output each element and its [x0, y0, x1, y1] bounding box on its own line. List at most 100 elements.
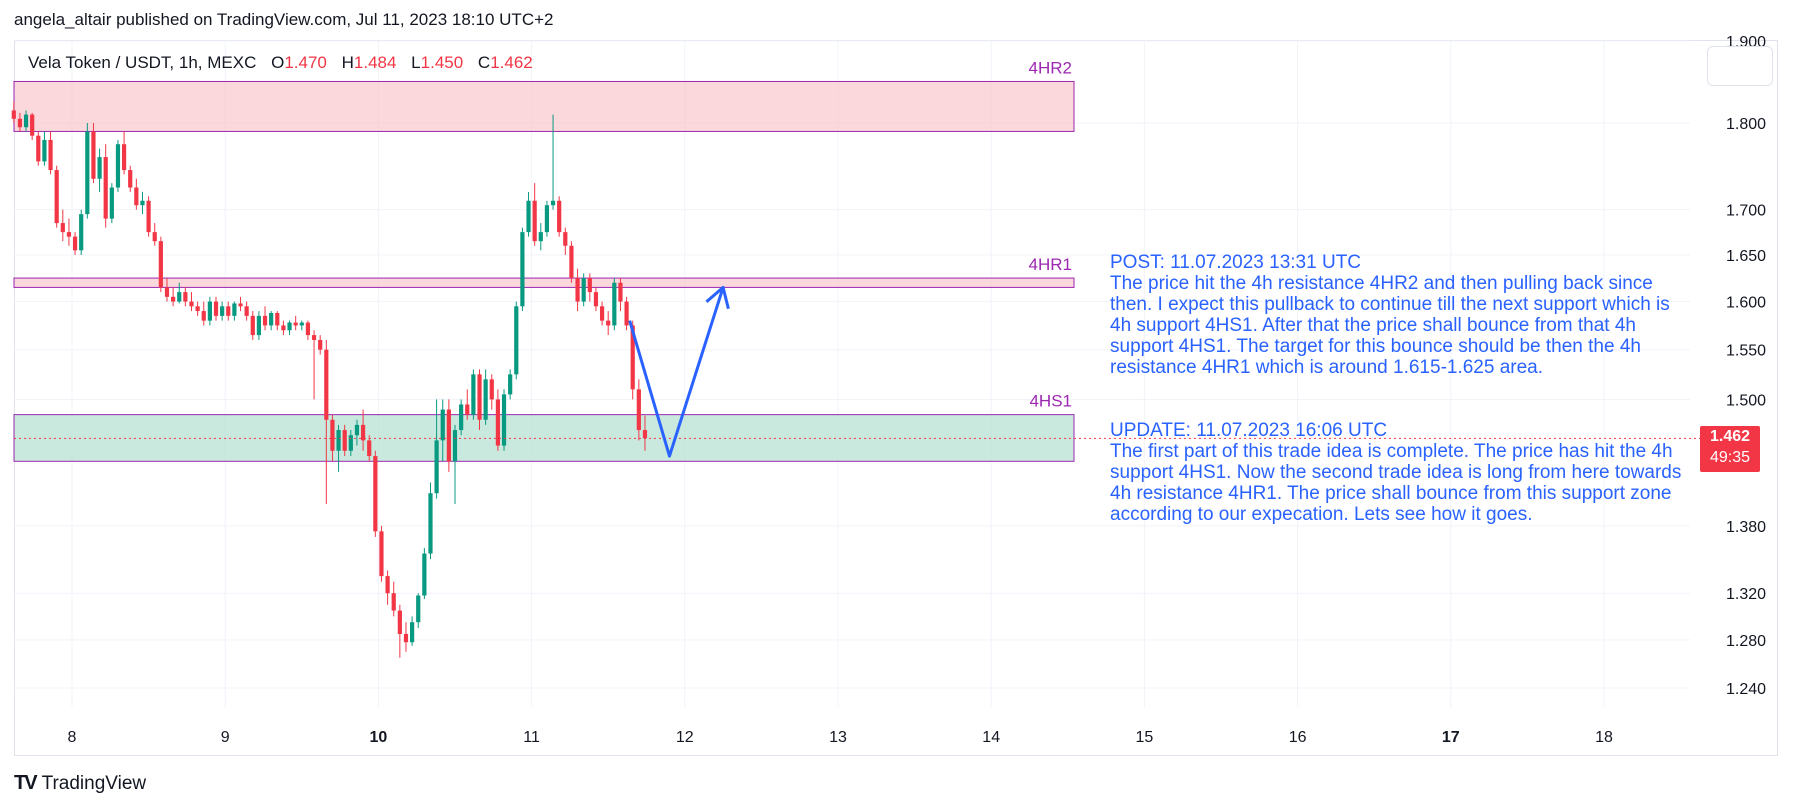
chart-corner-button[interactable] — [1707, 46, 1773, 86]
candle-up — [508, 374, 513, 395]
candle-down — [128, 170, 133, 188]
y-tick-label: 1.380 — [1726, 519, 1766, 536]
candle-down — [489, 379, 494, 400]
close-value: 1.462 — [490, 53, 533, 72]
candle-down — [103, 157, 108, 219]
update-body: The first part of this trade idea is com… — [1110, 441, 1682, 525]
candle-up — [287, 322, 292, 331]
x-tick-label: 14 — [982, 729, 1000, 746]
candle-down — [146, 200, 151, 233]
high-value: 1.484 — [353, 53, 397, 72]
candle-down — [532, 200, 537, 242]
candle-down — [642, 430, 648, 439]
candle-down — [477, 374, 482, 420]
candle-up — [299, 322, 304, 326]
candle-up — [452, 430, 458, 462]
candle-up — [140, 200, 145, 206]
candle-up — [422, 553, 427, 596]
candle-up — [348, 435, 353, 451]
candle-up — [544, 205, 550, 233]
candle-down — [164, 287, 170, 297]
candle-up — [97, 157, 102, 179]
candle-down — [250, 315, 255, 336]
publisher-line: angela_altair published on TradingView.c… — [14, 10, 554, 29]
candle-up — [256, 315, 262, 336]
x-tick-label: 17 — [1442, 729, 1460, 746]
chart-pane[interactable] — [14, 40, 1778, 756]
post-heading: POST: 11.07.2023 13:31 UTC — [1110, 252, 1362, 273]
candle-down — [557, 200, 562, 233]
candle-down — [226, 306, 231, 316]
candle-down — [446, 409, 451, 462]
candle-up — [269, 312, 274, 326]
tv-logo-icon: TV — [14, 772, 38, 794]
candle-down — [281, 325, 286, 331]
candle-down — [11, 110, 16, 119]
candle-down — [152, 232, 157, 242]
open-value: 1.470 — [284, 53, 327, 72]
candle-up — [109, 187, 114, 219]
tradingview-logo[interactable]: TV TradingView — [14, 772, 146, 795]
zone-4hr1 — [13, 277, 1075, 288]
post-body: The price hit the 4h resistance 4HR2 and… — [1110, 273, 1670, 378]
candle-down — [330, 419, 335, 451]
candle-down — [569, 245, 574, 279]
y-tick-label: 1.500 — [1726, 392, 1766, 409]
y-tick-label: 1.240 — [1726, 681, 1766, 698]
candle-down — [293, 322, 298, 326]
y-tick-label: 1.600 — [1726, 295, 1766, 312]
candle-down — [60, 223, 65, 233]
candle-up — [520, 232, 525, 307]
candle-down — [305, 322, 311, 336]
y-tick-label: 1.320 — [1726, 586, 1766, 603]
candle-down — [66, 232, 72, 237]
candle-down — [311, 335, 317, 340]
candle-down — [213, 301, 219, 316]
candle-up — [459, 404, 464, 431]
symbol-title[interactable]: Vela Token / USDT, 1h, MEXC — [28, 53, 257, 72]
candle-up — [42, 139, 47, 162]
x-tick-label: 18 — [1595, 729, 1613, 746]
zone-label-4hs1: 4HS1 — [1029, 392, 1072, 411]
high-label: H — [341, 53, 354, 72]
candle-down — [54, 170, 59, 224]
zone-label-4hr1: 4HR1 — [1029, 255, 1072, 274]
candle-up — [354, 424, 360, 436]
candle-down — [171, 296, 176, 302]
y-tick-label: 1.280 — [1726, 633, 1766, 650]
candle-down — [238, 303, 243, 307]
candle-down — [30, 114, 35, 136]
candle-down — [17, 118, 23, 128]
y-tick-label: 1.700 — [1726, 203, 1766, 220]
projection-arrowhead — [705, 285, 730, 310]
candle-down — [262, 315, 268, 326]
candle-up — [336, 430, 341, 451]
candle-down — [158, 241, 163, 288]
x-tick-label: 13 — [829, 729, 847, 746]
last-price-badge: 1.462 49:35 — [1700, 426, 1760, 472]
candle-down — [244, 306, 249, 316]
y-tick-label: 1.650 — [1726, 248, 1766, 265]
candle-up — [483, 379, 488, 420]
candle-up — [232, 303, 237, 316]
x-tick-label: 10 — [370, 729, 388, 746]
candle-up — [177, 292, 182, 302]
candle-down — [636, 389, 641, 431]
candle-down — [373, 456, 378, 532]
candle-down — [630, 325, 635, 390]
candle-up — [207, 301, 212, 321]
candle-up — [550, 200, 556, 206]
candle-down — [121, 144, 127, 171]
candle-up — [514, 306, 519, 375]
x-tick-label: 8 — [68, 729, 77, 746]
candle-up — [526, 200, 531, 233]
candle-down — [379, 531, 384, 577]
x-tick-label: 11 — [523, 729, 540, 746]
low-label: L — [411, 53, 421, 72]
candle-down — [599, 306, 605, 321]
close-label: C — [477, 53, 491, 72]
candle-down — [624, 301, 629, 326]
candle-up — [115, 144, 121, 188]
candle-up — [538, 232, 543, 242]
